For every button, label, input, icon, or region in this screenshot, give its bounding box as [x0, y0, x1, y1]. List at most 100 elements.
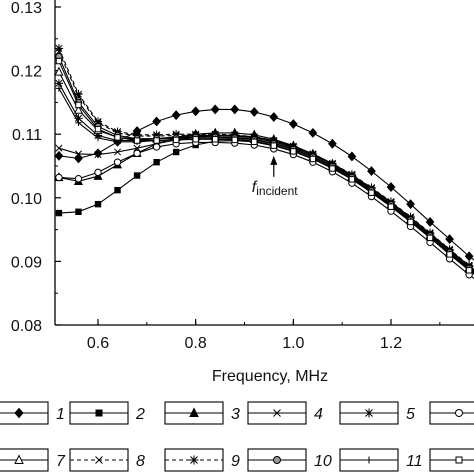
y-tick-label: 0.12: [11, 64, 42, 81]
legend-label: 7: [56, 453, 66, 470]
legend-swatch-marker: [95, 409, 103, 417]
point-series-4: [74, 150, 83, 158]
legend-item-3: 3: [164, 401, 240, 425]
x-tick-label: 1.0: [282, 335, 304, 352]
annotation-sub: incident: [256, 184, 298, 198]
legend-label: 8: [136, 453, 145, 470]
point-series-1: [445, 234, 454, 245]
point-series-12: [55, 57, 63, 65]
point-series-1: [464, 251, 474, 262]
point-series-4: [113, 148, 122, 156]
point-series-1: [171, 110, 181, 121]
point-series-9: [113, 127, 122, 136]
series-12: [55, 57, 474, 275]
point-series-12: [290, 148, 297, 155]
series-line-7: [58, 71, 474, 273]
point-series-1: [308, 127, 318, 138]
annotation-arrowhead: [270, 155, 278, 165]
y-tick-label: 0.08: [11, 318, 42, 335]
x-tick-label: 1.2: [380, 335, 402, 352]
legend-swatch-marker: [455, 456, 463, 464]
legend-item-10: 10: [247, 448, 332, 472]
point-series-1: [367, 166, 376, 177]
point-series-1: [386, 182, 396, 192]
point-series-1: [191, 106, 201, 117]
series-layer: [55, 44, 474, 280]
x-axis-title: Frequency, MHz: [212, 368, 328, 385]
point-series-12: [133, 137, 141, 144]
legend-swatch-marker: [189, 455, 199, 465]
point-series-12: [94, 125, 102, 133]
legend-item-1: 1: [0, 401, 65, 425]
annotation-main: f: [252, 179, 258, 196]
point-series-11: [55, 85, 63, 92]
series-line-5: [58, 83, 474, 271]
series-1: [55, 104, 474, 262]
legend-label: 3: [231, 406, 240, 423]
point-series-9: [152, 130, 161, 140]
point-series-12: [309, 155, 317, 163]
point-series-7: [55, 66, 64, 76]
legend-label: 11: [406, 453, 423, 470]
point-series-12: [172, 136, 180, 144]
legend-label: 5: [406, 406, 415, 423]
point-series-12: [75, 101, 82, 109]
legend-swatch-marker: [455, 409, 463, 417]
legend-swatch-marker: [273, 456, 281, 464]
legend-swatch-marker: [189, 407, 199, 417]
point-series-2: [75, 208, 82, 215]
point-series-12: [192, 136, 199, 143]
series-line-12: [58, 60, 474, 275]
point-series-5: [74, 114, 83, 123]
legend-label: 2: [135, 406, 145, 423]
point-series-11: [94, 134, 102, 142]
y-tick-label: 0.09: [11, 254, 42, 271]
point-series-1: [406, 199, 415, 210]
legend-swatch-marker: [273, 409, 281, 417]
y-tick-label: 0.11: [12, 127, 42, 144]
point-series-9: [55, 44, 64, 53]
point-series-7: [73, 104, 83, 114]
legend: 123456789101112: [0, 401, 474, 472]
point-series-1: [210, 104, 220, 115]
point-series-1: [74, 153, 83, 164]
series-line-8: [58, 51, 474, 271]
series-7: [55, 66, 474, 273]
point-series-1: [347, 151, 357, 162]
legend-swatch-marker: [14, 407, 24, 419]
legend-item-12: 12: [429, 448, 474, 472]
legend-label: 4: [314, 406, 323, 423]
x-tick-label: 0.8: [185, 335, 207, 352]
point-series-2: [55, 209, 63, 217]
point-series-12: [387, 203, 395, 210]
point-series-2: [172, 148, 180, 156]
annotation: fincident: [252, 155, 298, 198]
axes: 0.6 0.8 1.0 1.2 0.08 0.09 0.10 0.11 0.12 0.13 Freq…: [11, 0, 474, 385]
point-series-11: [75, 119, 82, 126]
point-series-6: [94, 168, 102, 177]
legend-swatch-marker: [95, 456, 103, 464]
series-5: [55, 79, 474, 271]
point-series-12: [212, 136, 219, 143]
point-series-1: [269, 112, 279, 122]
legend-item-5: 5: [339, 401, 415, 425]
series-line-4: [58, 134, 474, 271]
point-series-4: [94, 150, 102, 159]
point-series-12: [348, 176, 356, 183]
point-series-1: [93, 148, 103, 159]
legend-item-2: 2: [69, 401, 145, 425]
point-series-1: [288, 119, 298, 129]
legend-swatch-marker: [364, 408, 374, 418]
point-series-12: [270, 142, 278, 149]
point-series-12: [368, 189, 375, 196]
legend-item-7: 7: [0, 448, 66, 472]
legend-item-11: 11: [339, 448, 423, 472]
legend-label: 1: [56, 406, 65, 423]
legend-item-4: 4: [247, 401, 323, 425]
point-series-1: [249, 106, 259, 117]
point-series-9: [132, 130, 142, 140]
point-series-12: [114, 134, 121, 141]
point-series-2: [133, 172, 141, 179]
point-series-12: [329, 165, 336, 172]
point-series-2: [153, 158, 160, 166]
